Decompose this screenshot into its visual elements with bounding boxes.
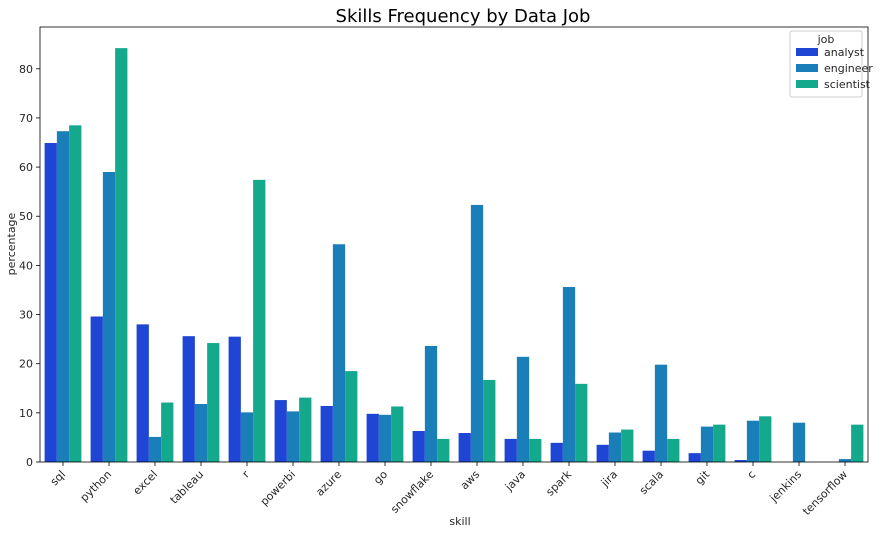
bar-scientist-tensorflow: [851, 424, 864, 462]
x-tick-label: tensorflow: [800, 468, 850, 518]
bar-engineer-tensorflow: [838, 459, 852, 462]
x-tick-label: go: [371, 468, 390, 487]
bar-engineer-powerbi: [286, 411, 300, 462]
x-tick-label: sql: [48, 468, 68, 488]
bar-analyst-python: [90, 316, 103, 462]
x-tick-label: r: [240, 468, 253, 481]
bar-engineer-python: [102, 172, 116, 462]
x-tick-label: jira: [598, 468, 620, 490]
bar-scientist-spark: [575, 383, 588, 462]
y-axis-label: percentage: [5, 212, 18, 275]
bar-scientist-go: [391, 406, 404, 462]
bar-scientist-python: [115, 48, 128, 462]
bar-analyst-snowflake: [412, 431, 425, 462]
legend-label-engineer: engineer: [824, 62, 873, 75]
bar-engineer-scala: [654, 364, 668, 462]
bar-analyst-spark: [550, 442, 563, 462]
bar-engineer-azure: [332, 244, 346, 462]
bar-engineer-snowflake: [424, 346, 438, 462]
bar-analyst-powerbi: [274, 400, 287, 462]
bar-analyst-aws: [458, 433, 471, 462]
bar-scientist-r: [253, 179, 266, 463]
bar-scientist-c: [759, 416, 772, 462]
y-tick-label: 70: [19, 112, 33, 125]
bar-analyst-git: [688, 453, 701, 462]
bar-scientist-jira: [621, 429, 634, 462]
bar-engineer-r: [240, 412, 254, 462]
x-tick-label: git: [693, 467, 713, 487]
bar-scientist-azure: [345, 371, 358, 462]
x-tick-label: powerbi: [258, 468, 298, 508]
bar-engineer-git: [700, 426, 714, 462]
x-tick-label: aws: [458, 468, 483, 493]
bar-engineer-excel: [148, 436, 162, 462]
y-tick-label: 60: [19, 161, 33, 174]
legend-title: job: [817, 33, 835, 46]
bar-scientist-aws: [483, 379, 496, 462]
y-tick-label: 20: [19, 358, 33, 371]
y-tick-label: 10: [19, 407, 33, 420]
bar-analyst-sql: [44, 143, 57, 462]
bar-analyst-jira: [596, 444, 609, 462]
bar-analyst-r: [228, 336, 241, 462]
bar-analyst-go: [366, 413, 379, 462]
legend-swatch-scientist: [796, 80, 818, 88]
bar-analyst-scala: [642, 450, 655, 462]
legend-label-scientist: scientist: [824, 78, 871, 91]
bar-engineer-jira: [608, 432, 622, 462]
bar-engineer-tableau: [194, 404, 208, 462]
y-tick-label: 50: [19, 210, 33, 223]
legend-label-analyst: analyst: [824, 46, 865, 59]
legend-swatch-engineer: [796, 64, 818, 72]
bar-scientist-sql: [69, 125, 82, 462]
bar-analyst-c: [734, 460, 747, 462]
y-tick-label: 0: [26, 456, 33, 469]
x-tick-label: snowflake: [388, 468, 436, 516]
legend: job analyst engineer scientist: [789, 30, 873, 98]
chart-title: Skills Frequency by Data Job: [336, 6, 591, 27]
bar-engineer-java: [516, 356, 530, 462]
x-tick-label: tableau: [168, 468, 207, 507]
x-tick-label: java: [502, 468, 528, 494]
bar-scientist-powerbi: [299, 397, 312, 462]
bar-scientist-java: [529, 438, 542, 462]
bar-engineer-jenkins: [792, 422, 806, 462]
x-tick-label: azure: [313, 468, 344, 499]
bar-engineer-spark: [562, 287, 576, 462]
bar-scientist-scala: [667, 438, 680, 462]
bar-scientist-snowflake: [437, 438, 450, 462]
bar-analyst-excel: [136, 324, 149, 462]
bar-analyst-java: [504, 438, 517, 462]
y-tick-label: 30: [19, 309, 33, 322]
bar-engineer-aws: [470, 204, 484, 462]
y-tick-label: 80: [19, 63, 33, 76]
bar-analyst-azure: [320, 405, 333, 462]
x-axis-label: skill: [449, 515, 470, 528]
y-tick-label: 40: [19, 259, 33, 272]
bar-scientist-tableau: [207, 343, 220, 462]
x-tick-label: python: [78, 468, 114, 504]
x-tick-label: excel: [131, 468, 161, 498]
bar-engineer-go: [378, 414, 392, 462]
bar-engineer-c: [746, 420, 760, 462]
x-tick-label: c: [745, 468, 758, 481]
x-tick-label: scala: [637, 468, 666, 497]
x-tick-label: jenkins: [767, 468, 805, 506]
legend-swatch-analyst: [796, 48, 818, 56]
plot-frame: [39, 26, 869, 463]
bar-engineer-sql: [56, 131, 70, 462]
x-tick-label: spark: [543, 467, 574, 498]
bar-scientist-git: [713, 424, 726, 462]
bar-analyst-tableau: [182, 336, 195, 462]
bar-scientist-excel: [161, 402, 174, 462]
